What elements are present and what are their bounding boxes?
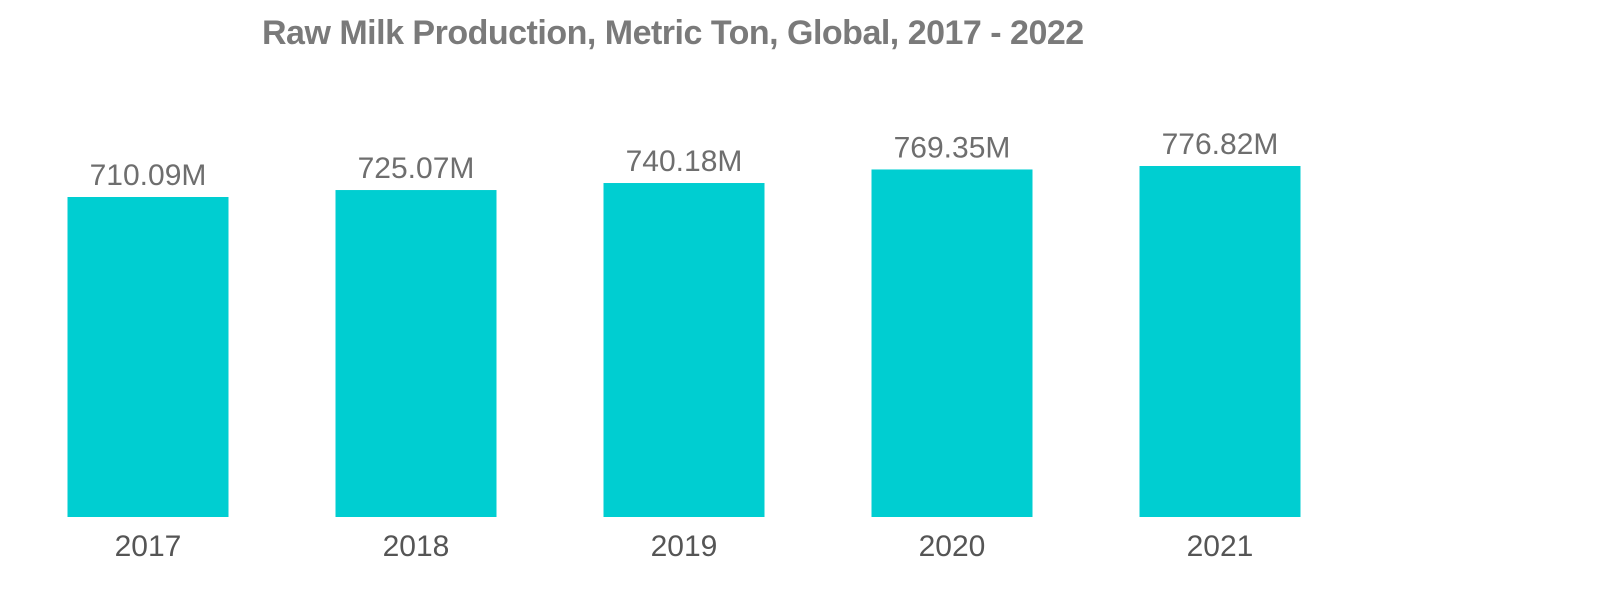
- x-tick-label-2019: 2019: [651, 530, 718, 563]
- value-labels-group: 710.09M 725.07M 740.18M 769.35M 776.82M: [90, 128, 1279, 192]
- chart-title: Raw Milk Production, Metric Ton, Global,…: [262, 14, 1084, 52]
- bar-2019: [603, 183, 765, 517]
- value-label-2018: 725.07M: [358, 152, 475, 185]
- value-label-2019: 740.18M: [626, 145, 743, 178]
- x-tick-label-2020: 2020: [919, 530, 986, 563]
- value-label-2017: 710.09M: [90, 159, 207, 192]
- bar-2018: [335, 190, 497, 518]
- value-label-2020: 769.35M: [894, 131, 1011, 164]
- bar-2021: [1139, 166, 1301, 517]
- x-tick-label-2018: 2018: [383, 530, 450, 563]
- bar-2017: [67, 197, 229, 517]
- x-tick-label-2017: 2017: [115, 530, 182, 563]
- bars-group: [67, 166, 1301, 518]
- x-tick-label-2021: 2021: [1187, 530, 1254, 563]
- x-tick-labels-group: 2017 2018 2019 2020 2021: [115, 530, 1254, 563]
- value-label-2021: 776.82M: [1162, 128, 1279, 161]
- bar-2020: [871, 169, 1033, 517]
